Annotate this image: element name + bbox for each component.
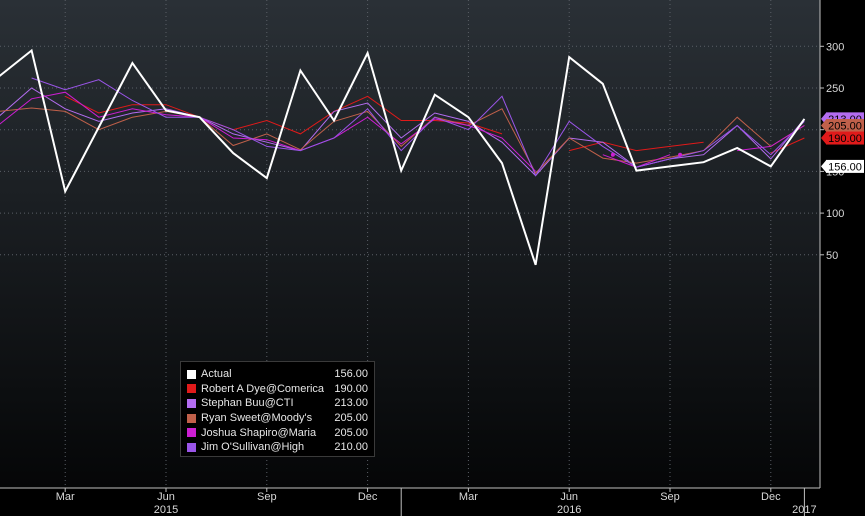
legend-label: Jim O'Sullivan@High <box>201 441 305 454</box>
value-badge-pointer <box>821 119 826 132</box>
x-tick-label: Dec <box>761 491 781 503</box>
legend-swatch-osullivan <box>187 442 196 452</box>
x-tick-label: Jun <box>157 491 175 503</box>
y-tick-label: 300 <box>826 41 844 53</box>
x-tick-label: Mar <box>56 491 75 503</box>
series-line-robert-a-dye-comerica <box>569 141 704 152</box>
legend-item: Jim O'Sullivan@High 210.00 <box>187 440 368 455</box>
value-badge-box <box>826 119 864 133</box>
value-badge-pointer <box>821 160 826 173</box>
x-tick-label: Sep <box>660 491 680 503</box>
plot-background <box>0 0 820 488</box>
series-line-robert-a-dye-comerica <box>770 137 805 154</box>
legend-swatch-actual <box>187 369 196 379</box>
y-tick-label: 50 <box>826 250 838 262</box>
legend-label: Stephan Buu@CTI <box>201 397 294 410</box>
value-badge-box <box>826 159 864 173</box>
legend-item: Actual 156.00 <box>187 367 368 382</box>
x-tick-label: Mar <box>459 491 478 503</box>
grid <box>0 0 820 488</box>
x-tick-label: Dec <box>358 491 378 503</box>
legend-swatch-shapiro <box>187 428 196 438</box>
series-point <box>610 152 615 157</box>
value-badge-box <box>826 131 864 145</box>
x-tick-label: Jun <box>560 491 578 503</box>
x-tick-label: Sep <box>257 491 277 503</box>
legend-value: 213.00 <box>334 397 368 410</box>
legend: Actual 156.00 Robert A Dye@Comerica 190.… <box>180 361 375 457</box>
legend-value: 210.00 <box>334 441 368 454</box>
value-badge: 205.00 <box>821 119 864 133</box>
legend-swatch-dye <box>187 384 196 394</box>
year-label: 2016 <box>557 504 581 516</box>
value-badge: 156.00 <box>821 159 864 173</box>
value-badge-label: 156.00 <box>828 161 862 173</box>
legend-value: 156.00 <box>334 368 368 381</box>
series-point <box>678 152 683 157</box>
value-badge-pointer <box>821 132 826 145</box>
legend-label: Joshua Shapiro@Maria <box>201 426 317 439</box>
legend-item: Joshua Shapiro@Maria 205.00 <box>187 425 368 440</box>
legend-value: 190.00 <box>334 382 368 395</box>
value-badge-label: 190.00 <box>828 133 862 145</box>
legend-swatch-sweet <box>187 413 196 423</box>
legend-item: Robert A Dye@Comerica 190.00 <box>187 382 368 397</box>
legend-item: Stephan Buu@CTI 213.00 <box>187 396 368 411</box>
series-lines <box>0 48 806 266</box>
legend-label: Robert A Dye@Comerica <box>201 382 325 395</box>
value-badge: 190.00 <box>821 131 864 145</box>
year-label: 2017 <box>792 504 816 516</box>
legend-value: 205.00 <box>334 412 368 425</box>
series-line-ryan-sweet-moody-s <box>0 107 805 174</box>
legend-swatch-buu <box>187 398 196 408</box>
series-line-actual <box>0 48 806 266</box>
y-tick-label: 250 <box>826 83 844 95</box>
year-label: 2015 <box>154 504 178 516</box>
legend-label: Ryan Sweet@Moody's <box>201 412 313 425</box>
legend-value: 205.00 <box>334 426 368 439</box>
legend-item: Ryan Sweet@Moody's 205.00 <box>187 411 368 426</box>
value-badge-label: 205.00 <box>828 121 862 133</box>
y-tick-label: 100 <box>826 208 844 220</box>
legend-label: Actual <box>201 368 232 381</box>
